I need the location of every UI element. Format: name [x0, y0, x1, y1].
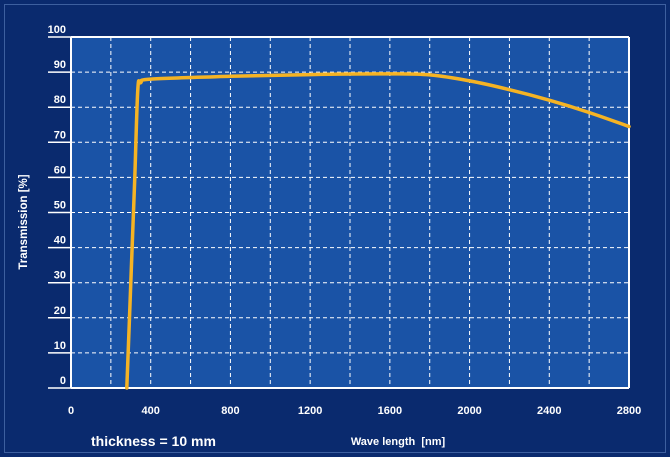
- x-tick-label: 2400: [537, 405, 561, 417]
- thickness-annotation: thickness = 10 mm: [91, 433, 216, 449]
- x-tick-label: 1200: [298, 405, 322, 417]
- x-tick-label: 400: [142, 405, 160, 417]
- x-tick-label: 1600: [378, 405, 402, 417]
- y-tick-label: 10: [54, 340, 66, 352]
- y-axis-label: Transmission [%]: [18, 174, 30, 269]
- chart-frame: [4, 4, 666, 453]
- x-tick-label: 800: [221, 405, 239, 417]
- y-tick-label: 30: [54, 270, 66, 282]
- x-axis-label: Wave length [nm]: [351, 436, 446, 448]
- y-tick-label: 40: [54, 235, 66, 247]
- x-tick-label: 0: [68, 405, 74, 417]
- y-tick-labels: 0 10 20 30 40 50 60 70 80 90 100: [48, 24, 71, 389]
- x-tick-label: 2000: [457, 405, 481, 417]
- y-tick-label: 100: [48, 24, 66, 36]
- y-tick-label: 50: [54, 200, 66, 212]
- y-tick-label: 90: [54, 59, 66, 71]
- y-tick-label: 70: [54, 129, 66, 141]
- y-tick-label: 20: [54, 305, 66, 317]
- y-tick-label: 80: [54, 94, 66, 106]
- x-tick-labels: 0 400 800 1200 1600 2000 2400 2800: [68, 405, 641, 417]
- y-tick-label: 0: [60, 375, 66, 387]
- x-tick-label: 2800: [617, 405, 641, 417]
- series-layer: [125, 72, 631, 390]
- transmission-series-line: [125, 72, 631, 390]
- grid-horizontal-lines: [71, 71, 629, 354]
- y-tick-label: 60: [54, 164, 66, 176]
